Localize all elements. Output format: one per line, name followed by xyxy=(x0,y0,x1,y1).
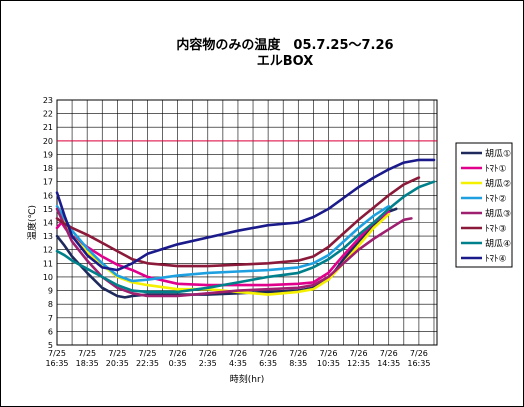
x-tick-label-time: 0:35 xyxy=(169,359,187,368)
y-tick-label: 13 xyxy=(43,232,53,241)
y-tick-label: 23 xyxy=(43,96,53,105)
legend: 胡瓜① ﾄﾏﾄ① 胡瓜② ﾄﾏﾄ② 胡瓜③ ﾄﾏﾄ③ 胡瓜④ ﾄﾏﾄ④ xyxy=(455,142,513,268)
legend-label-5: 胡瓜③ xyxy=(485,208,511,220)
x-tick-label-date: 7/26 xyxy=(169,349,187,358)
x-tick-label-date: 7/26 xyxy=(259,349,277,358)
x-tick-label-date: 7/26 xyxy=(289,349,307,358)
y-tick-label: 12 xyxy=(43,246,53,255)
x-axis-title: 時刻(hr) xyxy=(230,373,264,385)
y-tick-label: 20 xyxy=(43,137,53,146)
x-tick-label-time: 22:35 xyxy=(136,359,159,368)
y-tick-labels: 5 6 7 8 9 10 11 12 13 14 15 16 17 18 19 20 21 22 23 xyxy=(43,96,53,350)
x-tick-label-time: 4:35 xyxy=(229,359,247,368)
y-axis-title: 温度(℃) xyxy=(26,205,38,240)
x-tick-label-time: 8:35 xyxy=(289,359,307,368)
x-tick-label-date: 7/25 xyxy=(108,349,126,358)
y-tick-label: 14 xyxy=(43,219,53,228)
x-tick-label-time: 12:35 xyxy=(347,359,370,368)
y-tick-label: 16 xyxy=(43,191,53,200)
series-group xyxy=(55,158,436,299)
y-tick-label: 19 xyxy=(43,150,53,159)
y-tick-label: 17 xyxy=(43,178,53,187)
y-tick-label: 7 xyxy=(48,314,53,323)
y-tick-label: 21 xyxy=(43,123,53,132)
y-tick-label: 6 xyxy=(48,327,53,336)
x-tick-label-date: 7/26 xyxy=(199,349,217,358)
chart-title: 内容物のみの温度 05.7.25～7.26 エルBOX xyxy=(120,38,450,70)
x-tick-label-date: 7/25 xyxy=(48,349,66,358)
y-tick-label: 11 xyxy=(43,259,53,268)
x-tick-label-time: 2:35 xyxy=(199,359,217,368)
series-line-7 xyxy=(55,180,436,294)
x-tick-label-time: 10:35 xyxy=(317,359,340,368)
legend-label-1: 胡瓜① xyxy=(485,148,511,160)
y-tick-label: 15 xyxy=(43,205,53,214)
y-tick-label: 5 xyxy=(48,341,53,350)
x-tick-label-date: 7/26 xyxy=(350,349,368,358)
x-tick-labels: 7/2516:357/2518:357/2520:357/2522:357/26… xyxy=(45,349,430,368)
x-tick-label-time: 18:35 xyxy=(76,359,99,368)
y-tick-label: 9 xyxy=(48,287,53,296)
chart-title-line1: 内容物のみの温度 05.7.25～7.26 xyxy=(176,38,394,53)
legend-label-8: ﾄﾏﾄ④ xyxy=(485,255,507,265)
legend-box xyxy=(455,142,513,268)
series-line-6 xyxy=(55,176,421,268)
y-tick-label: 22 xyxy=(43,110,53,119)
x-tick-label-date: 7/26 xyxy=(410,349,428,358)
x-tick-label-date: 7/25 xyxy=(138,349,156,358)
x-tick-label-time: 16:35 xyxy=(407,359,430,368)
y-tick-label: 10 xyxy=(43,273,53,282)
x-tick-label-date: 7/26 xyxy=(229,349,247,358)
y-tick-label: 8 xyxy=(48,300,53,309)
x-tick-label-date: 7/26 xyxy=(319,349,337,358)
x-tick-label-time: 20:35 xyxy=(106,359,129,368)
x-tick-label-date: 7/25 xyxy=(78,349,96,358)
x-tick-label-time: 14:35 xyxy=(377,359,400,368)
legend-label-4: ﾄﾏﾄ② xyxy=(485,195,507,205)
legend-label-7: 胡瓜④ xyxy=(485,238,511,250)
x-tick-label-date: 7/26 xyxy=(380,349,398,358)
y-tick-label: 18 xyxy=(43,164,53,173)
series-line-8 xyxy=(55,158,436,272)
legend-label-2: ﾄﾏﾄ① xyxy=(485,165,507,175)
series-line-4 xyxy=(55,204,391,283)
legend-label-3: 胡瓜② xyxy=(485,178,511,190)
chart-title-line2: エルBOX xyxy=(256,54,314,69)
legend-label-6: ﾄﾏﾄ③ xyxy=(485,225,507,235)
x-tick-label-time: 6:35 xyxy=(259,359,277,368)
series-line-5 xyxy=(55,207,413,298)
x-tick-label-time: 16:35 xyxy=(45,359,68,368)
